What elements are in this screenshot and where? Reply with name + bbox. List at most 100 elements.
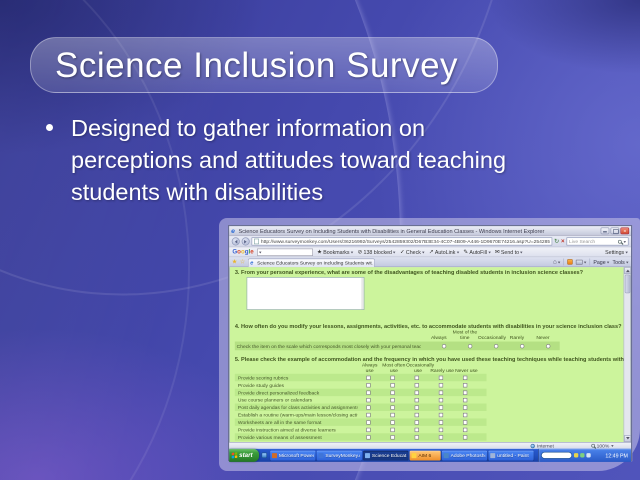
checkbox[interactable] bbox=[366, 375, 371, 380]
checkbox[interactable] bbox=[414, 419, 419, 425]
command-menu-button[interactable]: Tools bbox=[612, 259, 629, 265]
command-menu-button[interactable]: Page bbox=[593, 259, 610, 265]
address-field[interactable]: http://www.surveymonkey.com/Users/362169… bbox=[251, 237, 553, 246]
favorites-icon[interactable]: ★ bbox=[231, 258, 238, 265]
tray-icon[interactable] bbox=[573, 453, 579, 458]
checkbox[interactable] bbox=[390, 427, 395, 432]
checkbox[interactable] bbox=[366, 412, 371, 417]
checkbox[interactable] bbox=[438, 397, 444, 403]
checkbox[interactable] bbox=[366, 434, 371, 440]
toolbar-button-label: Bookmarks bbox=[323, 248, 350, 256]
checkbox[interactable] bbox=[414, 412, 419, 417]
vertical-scrollbar[interactable] bbox=[623, 267, 631, 442]
checkbox[interactable] bbox=[390, 434, 395, 440]
checkbox[interactable] bbox=[438, 382, 444, 388]
checkbox[interactable] bbox=[462, 427, 468, 432]
feeds-button[interactable] bbox=[567, 259, 573, 265]
checkbox[interactable] bbox=[438, 412, 444, 417]
stop-icon[interactable]: × bbox=[561, 238, 565, 245]
checkbox[interactable] bbox=[390, 382, 395, 388]
checkbox[interactable] bbox=[366, 382, 371, 388]
checkbox[interactable] bbox=[390, 412, 395, 417]
tray-icon[interactable] bbox=[580, 453, 585, 458]
checkbox[interactable] bbox=[390, 397, 395, 403]
checkbox[interactable] bbox=[462, 419, 468, 425]
checkbox[interactable] bbox=[366, 427, 371, 432]
search-box[interactable]: Live Search bbox=[566, 237, 629, 246]
bullet-line: perceptions and attitudes toward teachin… bbox=[71, 147, 507, 173]
checkbox[interactable] bbox=[414, 390, 419, 395]
checkbox[interactable] bbox=[462, 375, 468, 380]
checkbox[interactable] bbox=[390, 405, 395, 410]
checkbox[interactable] bbox=[366, 397, 371, 403]
checkbox[interactable] bbox=[462, 382, 468, 388]
forward-button[interactable] bbox=[241, 237, 250, 246]
refresh-icon[interactable]: ↻ bbox=[553, 237, 560, 245]
checkbox[interactable] bbox=[438, 427, 444, 432]
checkbox[interactable] bbox=[438, 390, 444, 395]
radio-button[interactable] bbox=[467, 343, 472, 349]
print-button[interactable] bbox=[576, 259, 587, 265]
question-4-row-label: Check the item on the scale which corres… bbox=[236, 343, 421, 349]
start-button[interactable]: start bbox=[229, 448, 259, 462]
scrollbar-thumb[interactable] bbox=[624, 274, 631, 294]
checkbox[interactable] bbox=[462, 390, 468, 395]
quick-launch-icon[interactable] bbox=[261, 452, 267, 459]
checkbox[interactable] bbox=[462, 434, 468, 440]
google-toolbar-button[interactable]: ✉ Send to bbox=[495, 249, 523, 255]
tray-search-box[interactable] bbox=[541, 451, 573, 459]
checkbox[interactable] bbox=[414, 382, 419, 388]
radio-button[interactable] bbox=[519, 343, 525, 349]
checkbox[interactable] bbox=[438, 434, 444, 440]
scroll-down-button[interactable] bbox=[624, 435, 631, 442]
checkbox[interactable] bbox=[438, 419, 444, 425]
google-toolbar-button[interactable]: ⊘ 138 blocked bbox=[358, 249, 396, 255]
google-toolbar-button[interactable]: ✎ AutoFill bbox=[463, 249, 491, 255]
radio-button[interactable] bbox=[545, 343, 551, 349]
radio-button[interactable] bbox=[493, 343, 499, 349]
question-3-textarea[interactable] bbox=[246, 277, 365, 310]
taskbar-button[interactable]: Science Educators Su... bbox=[363, 450, 409, 461]
checkbox[interactable] bbox=[390, 375, 395, 380]
taskbar-button[interactable]: untitled - Paint bbox=[488, 450, 534, 461]
checkbox[interactable] bbox=[414, 427, 419, 432]
checkbox[interactable] bbox=[462, 397, 468, 403]
google-search-dropdown-icon[interactable] bbox=[259, 251, 262, 254]
back-button[interactable] bbox=[231, 237, 240, 246]
taskbar-button[interactable]: Microsoft PowerPoint ... bbox=[270, 450, 316, 461]
checkbox[interactable] bbox=[366, 390, 371, 395]
browser-tab[interactable]: e Science Educators Survey on Including … bbox=[247, 258, 375, 267]
google-toolbar-button[interactable]: ✓ Check bbox=[400, 249, 425, 255]
checkbox[interactable] bbox=[390, 419, 395, 425]
search-dropdown-icon[interactable] bbox=[623, 240, 627, 244]
checkbox[interactable] bbox=[366, 405, 371, 410]
checkbox[interactable] bbox=[414, 405, 419, 410]
zoom-control[interactable]: 100% bbox=[591, 443, 614, 449]
close-button[interactable]: × bbox=[620, 227, 630, 235]
tray-icon[interactable] bbox=[586, 453, 591, 458]
checkbox[interactable] bbox=[414, 434, 419, 440]
checkbox[interactable] bbox=[390, 390, 395, 395]
google-toolbar-button[interactable]: ★ Bookmarks bbox=[317, 248, 354, 256]
checkbox[interactable] bbox=[414, 397, 419, 403]
scroll-up-button[interactable] bbox=[624, 267, 631, 274]
browser-titlebar[interactable]: e Science Educators Survey on Including … bbox=[229, 226, 632, 237]
google-toolbar-button[interactable]: ↗ AutoLink bbox=[429, 249, 460, 255]
checkbox[interactable] bbox=[366, 419, 371, 425]
radio-button[interactable] bbox=[441, 343, 446, 349]
maximize-button[interactable] bbox=[610, 227, 620, 235]
checkbox[interactable] bbox=[438, 375, 444, 380]
home-button[interactable]: ⌂ bbox=[553, 258, 561, 265]
checkbox[interactable] bbox=[462, 412, 468, 417]
google-search-input[interactable] bbox=[257, 248, 314, 256]
minimize-button[interactable] bbox=[600, 227, 610, 235]
taskbar-button[interactable]: Adobe Photoshop bbox=[441, 450, 488, 461]
system-tray: 12:49 PM bbox=[538, 448, 631, 462]
checkbox[interactable] bbox=[438, 405, 444, 410]
checkbox[interactable] bbox=[462, 405, 468, 410]
checkbox[interactable] bbox=[414, 375, 419, 380]
taskbar-button[interactable]: AIM 6 bbox=[409, 450, 441, 461]
settings-button[interactable]: Settings bbox=[605, 249, 628, 255]
taskbar-button[interactable]: SurveyMonkey.com - ... bbox=[316, 450, 362, 461]
add-favorite-icon[interactable]: ☆ bbox=[239, 258, 246, 265]
